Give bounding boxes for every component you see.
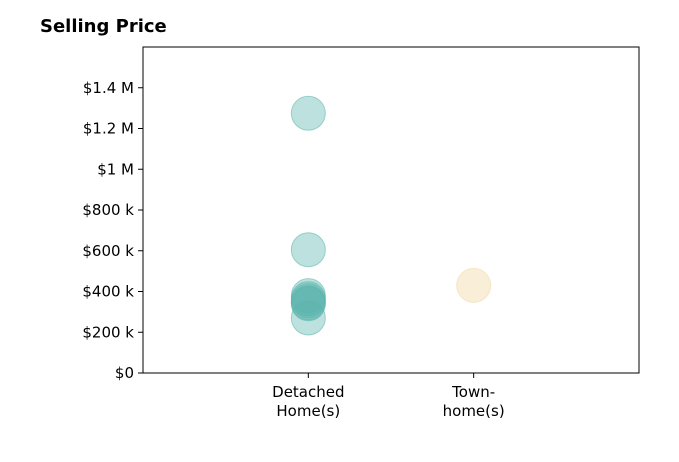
x-tick-label: Town-home(s) [443,383,505,420]
data-point [290,286,326,322]
y-tick-label: $600 k [82,242,134,260]
plot-frame [142,46,640,374]
x-tick-label: Detached Home(s) [272,383,344,420]
y-tick-label: $1.4 M [83,79,134,97]
y-tick-label: $1 M [97,160,134,178]
y-tick-label: $0 [115,364,134,382]
y-tick-label: $1.2 M [83,120,134,138]
y-tick-label: $800 k [82,201,134,219]
data-point [290,232,326,268]
data-points [290,95,492,336]
chart-title: Selling Price [40,16,167,37]
x-axis: Detached Home(s) Town-home(s) [272,373,505,420]
data-point [456,267,492,303]
data-point [290,95,326,131]
data-point [290,300,326,336]
y-tick-label: $400 k [82,283,134,301]
y-tick-label: $200 k [82,323,134,341]
y-axis: $0 $200 k $400 k $600 k $800 k $1 M $1.2 M $1.4… [82,79,143,382]
